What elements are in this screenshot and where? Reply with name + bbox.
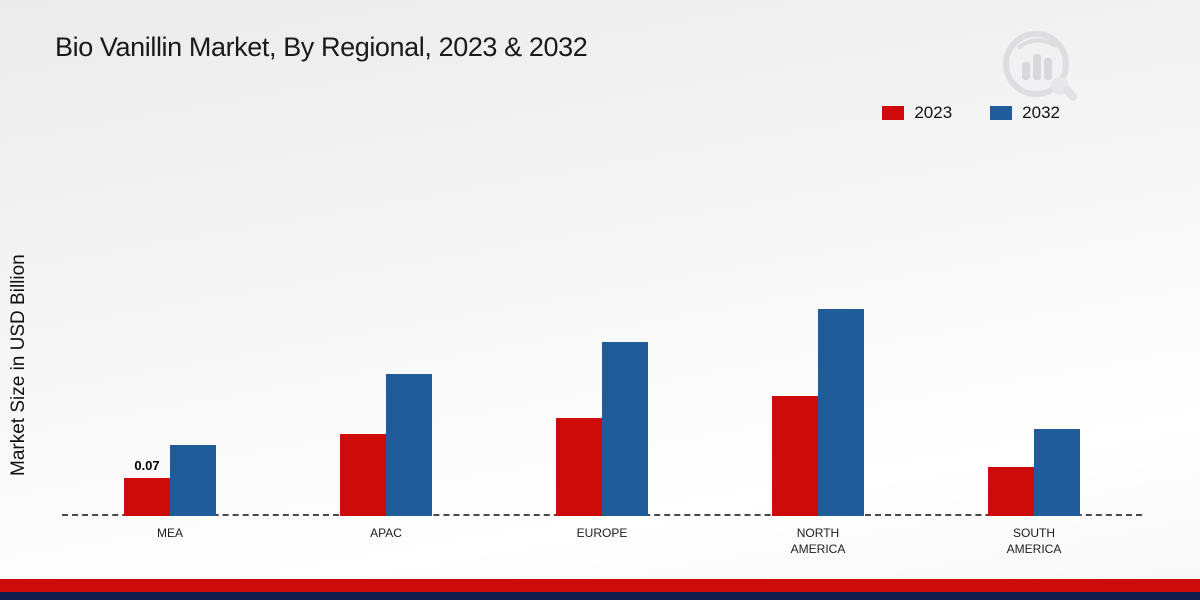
bar-group-europe: EUROPE [556,342,648,540]
category-label: SOUTH AMERICA [1006,526,1062,557]
chart-title: Bio Vanillin Market, By Regional, 2023 &… [55,32,588,62]
category-label: MEA [156,526,184,540]
category-label: APAC [370,526,402,540]
legend-swatch-2032 [990,106,1013,120]
bar-group-south-america: SOUTH AMERICA [988,429,1080,556]
bar-value-label: 0.07 [134,458,160,473]
footer-navy-bar [0,592,1200,600]
y-axis-label: Market Size in USD Billion [8,254,29,476]
bar-2023-mea: 0.07 [124,458,170,516]
bar-group-mea: 0.07 MEA [124,445,216,540]
bar-2032-apac [386,374,432,516]
bar-group-north-america: NORTH AMERICA [772,309,864,556]
legend: 2023 2032 [882,103,1060,123]
bar-group-apac: APAC [340,374,432,540]
category-label: NORTH AMERICA [790,526,846,557]
bar-2023-europe [556,418,602,516]
bar-2032-mea [170,445,216,516]
bar-groups: 0.07 MEA APAC EUROPE NORTH AMERICA SOUTH AMER… [62,309,1142,556]
legend-item-2032: 2032 [990,103,1060,123]
bar-2023-south-america [988,467,1034,516]
legend-label-2023: 2023 [914,103,953,122]
legend-swatch-2023 [882,106,905,120]
bar-2032-europe [602,342,648,516]
bar-2032-north-america [818,309,864,516]
category-label: EUROPE [576,526,628,540]
footer-red-bar [0,579,1200,592]
legend-label-2032: 2032 [1022,103,1060,122]
bar-2023-north-america [772,396,818,516]
legend-item-2023: 2023 [882,103,952,123]
watermark-logo-icon [998,28,1082,117]
bar-2023-apac [340,434,386,516]
bar-2032-south-america [1034,429,1080,516]
